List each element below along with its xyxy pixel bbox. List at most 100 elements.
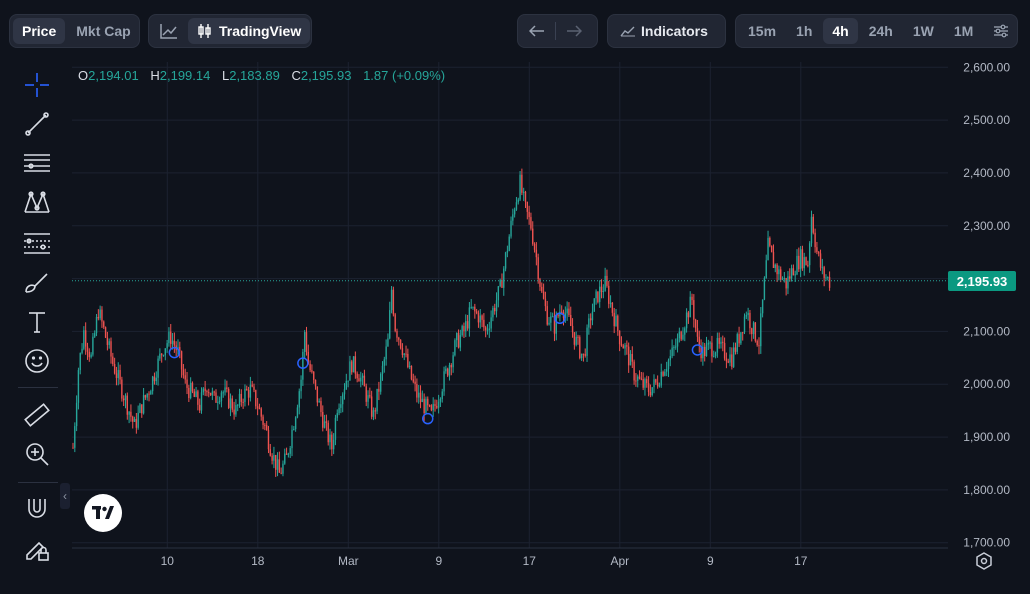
candle-body <box>620 344 623 346</box>
candle-body <box>761 299 764 314</box>
interval-4h[interactable]: 4h <box>823 18 858 44</box>
candle-body <box>303 332 306 352</box>
forward-button[interactable] <box>558 18 590 44</box>
candle-body <box>418 392 420 398</box>
candle-body <box>676 338 679 347</box>
candle-body <box>483 319 485 328</box>
pattern-tool[interactable] <box>22 188 52 218</box>
ruler-tool[interactable] <box>22 400 52 430</box>
candle-body <box>727 361 729 363</box>
chart-settings-gear-icon[interactable] <box>974 551 994 571</box>
candle-body <box>385 346 387 360</box>
candle-body <box>83 330 85 349</box>
interval-1h[interactable]: 1h <box>796 23 813 39</box>
y-tick-label: 2,600.00 <box>963 60 1010 74</box>
crosshair-tool[interactable] <box>22 70 52 100</box>
candle-body <box>745 315 748 317</box>
emoji-tool[interactable] <box>22 346 52 376</box>
candle-body <box>521 174 523 193</box>
candle-body <box>814 232 816 248</box>
candle-body <box>119 370 121 380</box>
candle-body <box>680 331 682 340</box>
candle-body <box>341 394 344 405</box>
indicators-button[interactable]: Indicators <box>611 18 717 44</box>
candle-body <box>582 353 585 355</box>
candle-body <box>528 211 530 218</box>
candle-body <box>425 398 427 414</box>
candle-body <box>240 393 243 402</box>
line-chart-button[interactable] <box>152 18 186 44</box>
candle-body <box>164 348 167 356</box>
candle-body <box>633 361 635 381</box>
candle-body <box>146 393 148 398</box>
candle-body <box>108 341 110 345</box>
zoom-in-tool[interactable] <box>22 439 52 469</box>
candle-body <box>285 453 288 455</box>
candle-body <box>475 311 478 313</box>
candle-body <box>588 318 590 328</box>
candle-body <box>622 345 624 349</box>
candle-body <box>662 371 664 376</box>
candle-body <box>537 257 539 280</box>
trendline-icon <box>25 112 49 136</box>
interval-1m[interactable]: 1M <box>953 23 974 39</box>
candle-body <box>532 228 534 244</box>
candle-body <box>153 376 156 382</box>
candle-body <box>803 257 805 269</box>
candle-body <box>222 392 224 394</box>
candle-body <box>416 384 418 398</box>
candle-body <box>474 306 476 312</box>
candle-body <box>365 386 367 402</box>
x-tick-label: 18 <box>251 554 265 568</box>
x-tick-label: Apr <box>610 554 629 568</box>
back-button[interactable] <box>521 18 553 44</box>
candle-body <box>713 356 715 358</box>
candle-body <box>550 316 552 323</box>
tab-mkt-cap[interactable]: Mkt Cap <box>76 23 131 39</box>
brush-tool[interactable] <box>22 268 52 298</box>
candle-body <box>115 373 118 379</box>
candle-body <box>448 365 451 376</box>
candle-body <box>658 385 661 387</box>
candle-body <box>488 328 490 331</box>
chart-settings-button[interactable] <box>986 18 1016 44</box>
candle-body <box>184 375 186 380</box>
interval-24h[interactable]: 24h <box>868 23 893 39</box>
candle-body <box>128 411 130 415</box>
candle-body <box>407 353 409 368</box>
candle-body <box>504 252 507 269</box>
candle-body <box>555 314 557 334</box>
tradingview-logo[interactable] <box>84 494 122 532</box>
candle-body <box>238 393 241 406</box>
candle-body <box>671 347 673 357</box>
candle-body <box>819 253 822 268</box>
horizontal-lines-tool[interactable] <box>22 148 52 178</box>
candle-body <box>329 434 331 443</box>
interval-1w[interactable]: 1W <box>912 23 934 39</box>
x-tick-label: 9 <box>435 554 442 568</box>
candle-body <box>77 370 80 403</box>
candle-body <box>445 368 447 372</box>
candle-body <box>651 387 653 396</box>
toolbar-collapse-handle[interactable]: ‹ <box>60 483 70 509</box>
candle-body <box>740 332 742 344</box>
y-tick-label: 1,900.00 <box>963 430 1010 444</box>
magnet-tool[interactable] <box>22 493 52 523</box>
interval-15m[interactable]: 15m <box>748 23 777 39</box>
candle-body <box>150 391 152 395</box>
x-tick-label: 17 <box>523 554 537 568</box>
candle-body <box>378 388 380 392</box>
candle-body <box>780 269 782 280</box>
fib-tool[interactable] <box>22 228 52 258</box>
candle-body <box>749 312 751 329</box>
tab-price[interactable]: Price <box>13 18 66 44</box>
lock-drawings-tool[interactable] <box>22 533 52 563</box>
close-key: C <box>291 68 301 83</box>
text-tool[interactable] <box>22 307 52 337</box>
candle-body <box>477 312 480 323</box>
tradingview-button[interactable]: TradingView <box>188 18 311 44</box>
trendline-tool[interactable] <box>22 109 52 139</box>
candle-body <box>282 463 284 474</box>
